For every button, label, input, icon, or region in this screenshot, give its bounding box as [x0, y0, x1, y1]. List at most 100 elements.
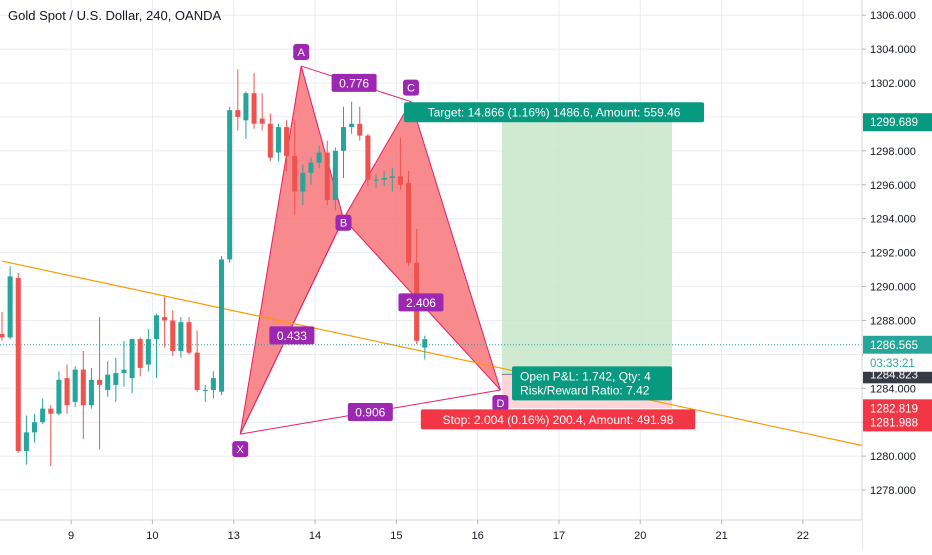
candle-body: [56, 379, 62, 414]
candle: [145, 328, 151, 372]
ratio-xb: 0.433: [269, 326, 315, 345]
point-letter: B: [340, 218, 347, 230]
axis-current-price-box: [863, 335, 932, 354]
pattern-point-c: C: [402, 79, 419, 96]
ratio-text: 0.776: [339, 76, 369, 90]
candle-body: [381, 177, 387, 180]
point-badge: [232, 441, 249, 458]
price-tick-label: 1280.000: [870, 451, 916, 463]
time-tick-label: 9: [68, 530, 74, 542]
price-tick-label: 1302.000: [870, 78, 916, 90]
candle-body: [23, 432, 29, 452]
candle: [365, 133, 371, 187]
candle-body: [15, 278, 21, 452]
candle: [15, 272, 21, 453]
candle: [202, 384, 208, 402]
axis-stop-price-2: 1281.988: [863, 413, 932, 432]
candle: [316, 145, 322, 168]
candle-body: [7, 276, 13, 338]
pnl-box: [512, 366, 673, 401]
candle: [48, 405, 54, 467]
pattern-point-x: X: [232, 441, 249, 458]
candle: [267, 113, 273, 162]
candle: [137, 337, 143, 377]
axis-stop-price-text: 1282.819: [870, 403, 918, 415]
axis-current-price: 1286.565: [863, 335, 932, 354]
annotation-labels: X A B C D 0.433 0.776 2.406 0.906 Target: 14.866 …: [232, 44, 705, 458]
candle: [349, 101, 355, 134]
axis-current-price-text: 1286.565: [870, 340, 918, 352]
candle-body: [145, 339, 151, 365]
chart-title: Gold Spot / U.S. Dollar, 240, OANDA: [8, 8, 222, 23]
candle-body: [406, 183, 412, 263]
price-tick-label: 1306.000: [870, 10, 916, 22]
candle-body: [284, 127, 290, 156]
trend-line[interactable]: [0, 260, 873, 449]
point-letter: D: [496, 398, 504, 410]
candle: [40, 398, 46, 424]
ratio-text: 0.906: [355, 406, 385, 420]
candle-body: [324, 152, 330, 201]
candle: [178, 317, 184, 358]
candle: [406, 171, 412, 267]
candle-body: [129, 339, 135, 379]
candle: [97, 317, 103, 450]
price-axis[interactable]: 1278.0001280.0001282.0001284.0001286.000…: [861, 0, 932, 550]
candle: [32, 413, 38, 443]
point-badge: [492, 394, 509, 411]
long-position-tool[interactable]: [502, 122, 672, 409]
candle: [324, 140, 330, 206]
axis-entry-price-text: 1284.823: [870, 369, 918, 381]
point-letter: A: [298, 47, 306, 59]
price-tick-label: 1304.000: [870, 44, 916, 56]
candle-body: [308, 162, 314, 173]
candle-body: [349, 123, 355, 128]
axis-target-price-text: 1299.689: [870, 117, 918, 129]
time-tick-label: 17: [553, 530, 565, 542]
candle: [194, 330, 200, 392]
candle-body: [373, 179, 379, 181]
ratio-badge: [347, 403, 393, 422]
candle: [80, 350, 86, 440]
candle: [397, 137, 403, 190]
axis-target-price: 1299.689: [863, 113, 932, 132]
candle: [251, 72, 257, 129]
candle: [105, 361, 111, 397]
time-tick-label: 14: [309, 530, 321, 542]
candle: [227, 106, 233, 263]
target-label-text: Target: 14.866 (1.16%) 1486.6, Amount: 5…: [428, 106, 681, 120]
candle: [170, 310, 176, 357]
time-axis[interactable]: 9 10 13 14 15 16 17 20 21 22: [0, 519, 862, 550]
candle-body: [332, 150, 338, 201]
candle-body: [251, 93, 257, 124]
trend-line-segment: [1, 260, 873, 449]
candle-body: [72, 369, 78, 402]
time-tick-label: 13: [228, 530, 240, 542]
candle: [381, 171, 387, 187]
ratio-badge: [331, 73, 377, 92]
point-badge: [335, 214, 352, 231]
candle-body: [316, 152, 322, 163]
candle-body: [243, 93, 249, 121]
candle: [186, 317, 192, 355]
candle-body: [365, 135, 371, 180]
point-badge: [402, 79, 419, 96]
point-badge: [293, 44, 310, 61]
candle: [0, 311, 5, 341]
axis-stop-price: 1282.819: [863, 399, 932, 418]
candle: [88, 367, 94, 409]
candle-body: [389, 176, 395, 178]
candle-body: [113, 373, 119, 385]
candle-body: [137, 339, 143, 368]
candle-body: [340, 127, 347, 151]
stop-label-text: Stop: 2.004 (0.16%) 200.4, Amount: 491.9…: [443, 413, 674, 427]
candle-body: [97, 379, 103, 385]
candle-body: [202, 389, 208, 391]
candle: [72, 366, 78, 407]
candle-body: [162, 317, 168, 321]
candle-body: [397, 176, 403, 185]
stop-label: Stop: 2.004 (0.16%) 200.4, Amount: 491.9…: [420, 409, 696, 430]
candle-body: [186, 322, 192, 353]
